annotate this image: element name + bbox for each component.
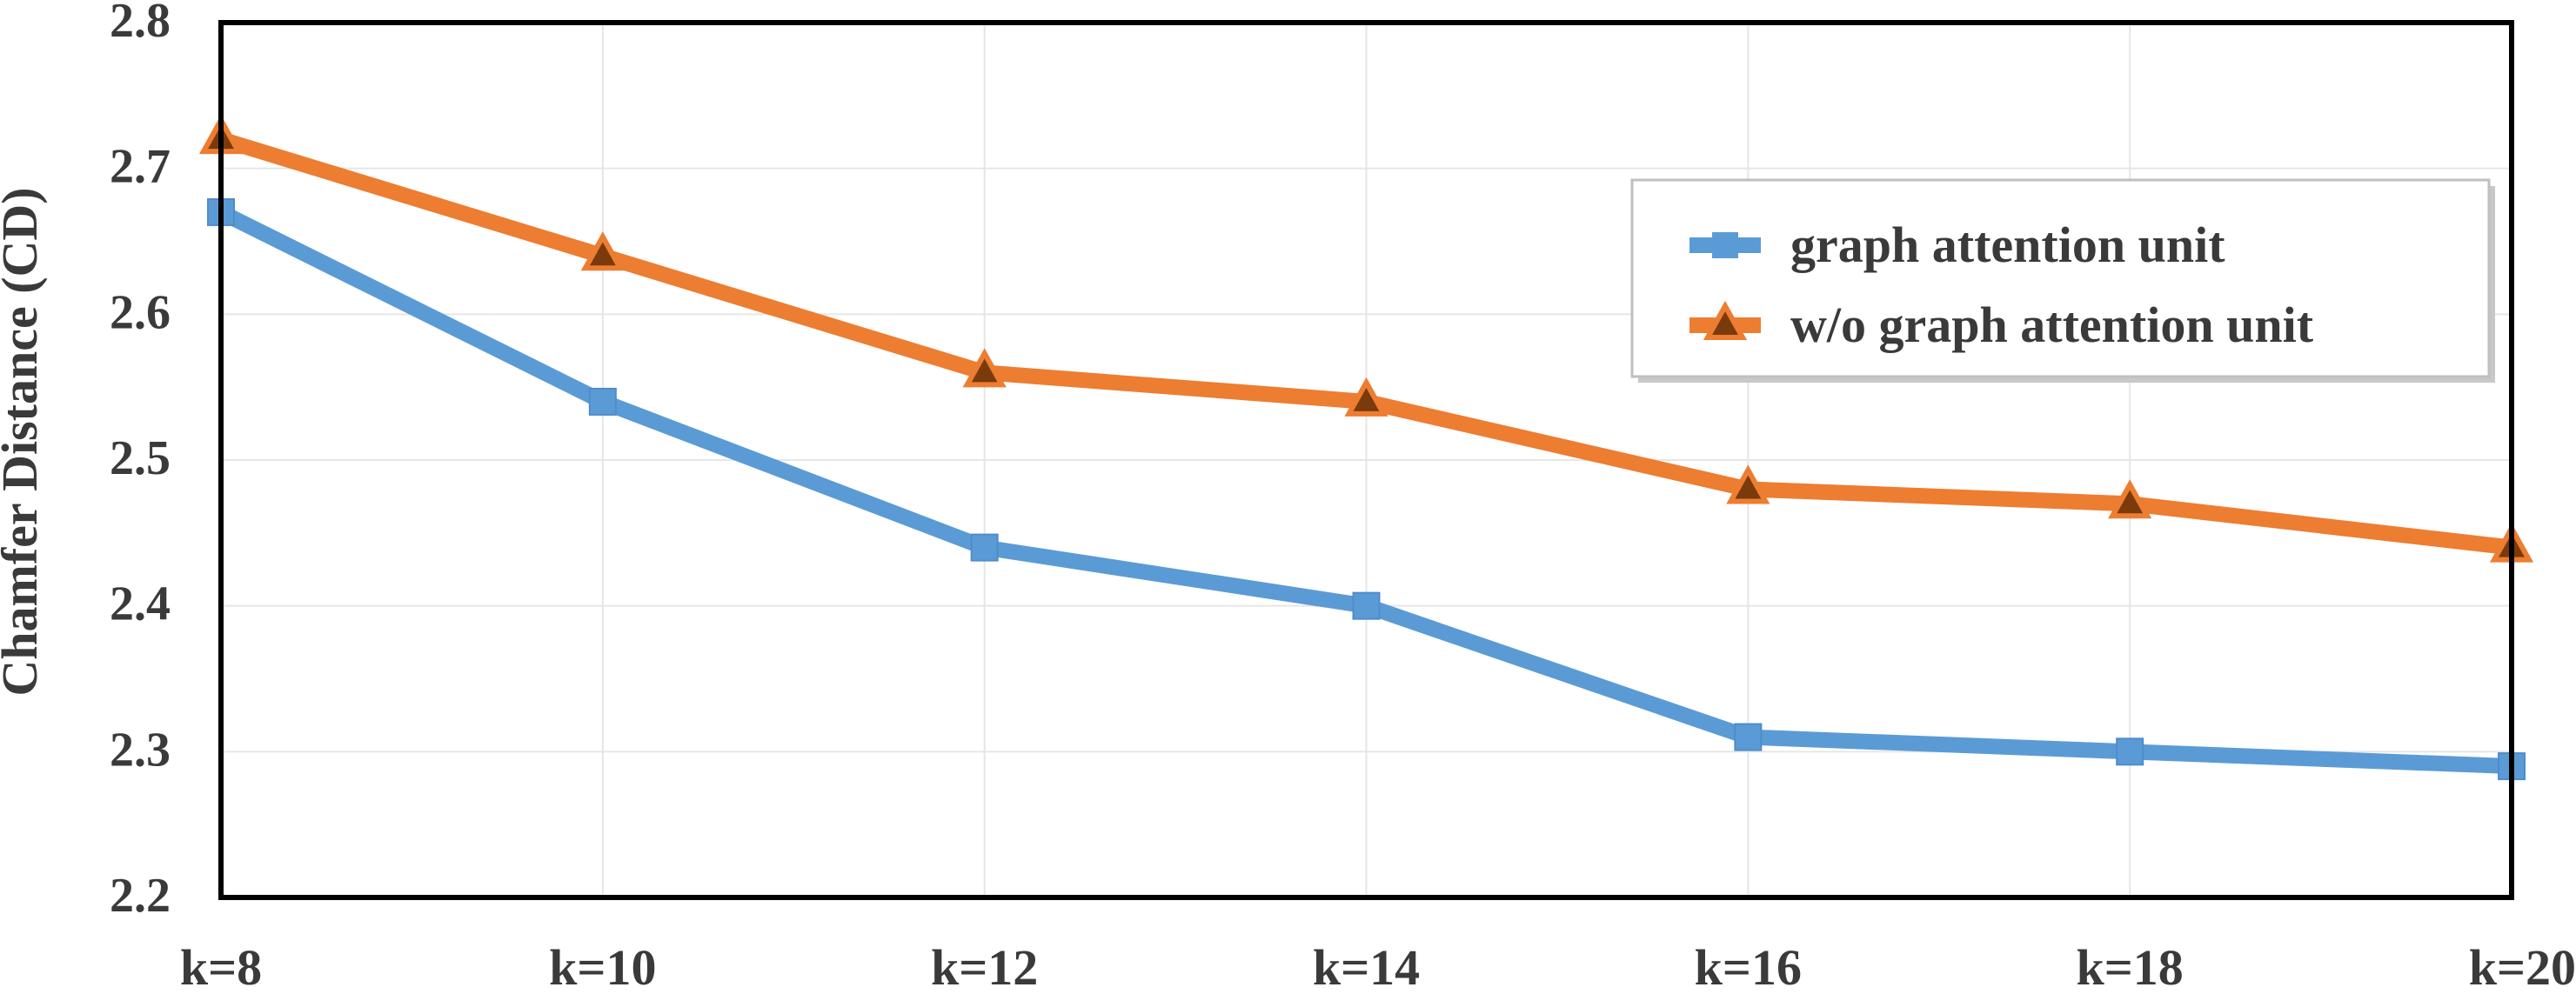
- legend-entries: graph attention unit w/o graph attention …: [1689, 217, 2314, 353]
- series-layer: [198, 114, 2534, 781]
- y-tick-label: 2.5: [110, 431, 171, 485]
- legend-box: [1630, 178, 2491, 378]
- data-point-triangle: [580, 231, 625, 271]
- y-tick-label: 2.8: [110, 0, 171, 48]
- data-point-triangle: [962, 348, 1007, 388]
- x-tick-label: k=16: [1695, 939, 1802, 990]
- data-point-square: [1734, 723, 1763, 751]
- x-axis-ticks: k=8 k=10 k=12 k=14 k=16 k=18 k=20: [180, 939, 2576, 994]
- legend-triangle-marker: [1703, 300, 1748, 340]
- data-point-triangle: [2108, 479, 2152, 519]
- legend-entry: w/o graph attention unit: [1689, 297, 2314, 353]
- y-tick-label: 2.4: [110, 577, 171, 631]
- y-axis-label: Chamfer Distance (CD): [0, 187, 48, 696]
- y-tick-label: 2.6: [110, 285, 171, 339]
- data-point-square: [1352, 591, 1381, 620]
- series-1: [207, 197, 2526, 781]
- x-tick-label: k=14: [1313, 939, 1420, 990]
- data-point-square: [970, 533, 999, 562]
- x-tick-label: k=10: [549, 939, 656, 990]
- grid-lines: [221, 22, 2512, 898]
- y-tick-label: 2.2: [110, 869, 171, 923]
- y-tick-label: 2.7: [110, 140, 171, 194]
- data-point-triangle: [1726, 464, 1770, 504]
- y-tick-label: 2.3: [110, 723, 171, 777]
- x-tick-label: k=18: [2077, 939, 2184, 990]
- x-tick-label: k=8: [180, 939, 262, 990]
- data-point-square: [588, 387, 617, 416]
- data-point-square: [2116, 737, 2144, 766]
- x-tick-label: k=12: [931, 939, 1038, 990]
- y-axis-ticks: 2.2 2.3 2.4 2.5 2.6 2.7 2.8: [110, 0, 171, 923]
- legend-square-marker: [1712, 232, 1738, 258]
- data-point-triangle: [1344, 377, 1388, 417]
- legend-label: w/o graph attention unit: [1790, 297, 2314, 353]
- x-tick-label: k=20: [2469, 939, 2576, 990]
- legend: graph attention unit w/o graph attention …: [1630, 178, 2495, 383]
- plot-area-frame: [218, 20, 2514, 900]
- legend-label: graph attention unit: [1790, 217, 2225, 273]
- series-2: [198, 114, 2534, 563]
- legend-entry: graph attention unit: [1689, 217, 2225, 273]
